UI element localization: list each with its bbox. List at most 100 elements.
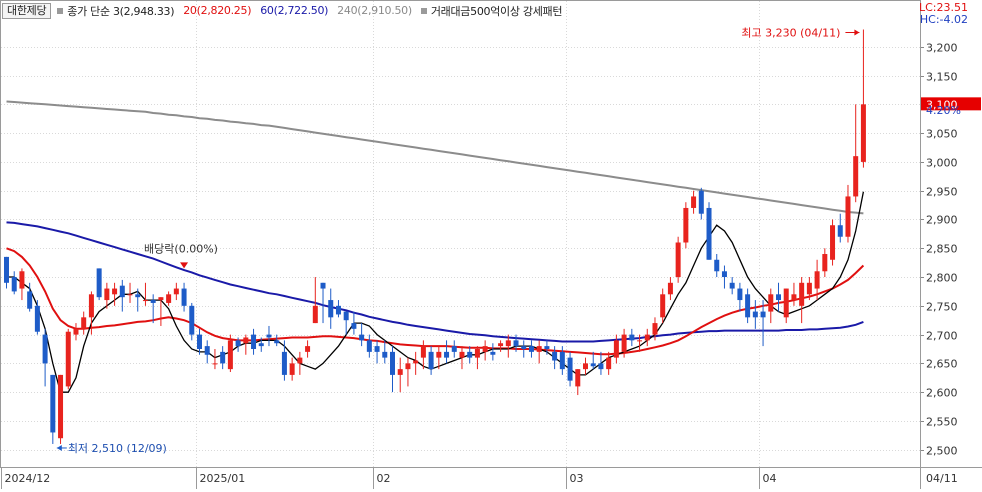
candle-body[interactable] (390, 351, 395, 375)
candle-body[interactable] (81, 317, 87, 329)
candle-body[interactable] (513, 340, 519, 347)
candle-body[interactable] (96, 268, 102, 298)
candle-body[interactable] (776, 294, 781, 301)
candle-body[interactable] (498, 343, 504, 347)
candle-body[interactable] (644, 334, 650, 341)
candle-body[interactable] (243, 337, 249, 344)
candle-body[interactable] (482, 346, 488, 352)
candle-body[interactable] (737, 288, 743, 301)
candle-body[interactable] (212, 363, 218, 365)
candle-body[interactable] (629, 334, 635, 341)
candle-body[interactable] (328, 300, 334, 318)
candle-body[interactable] (606, 357, 612, 370)
candle-body[interactable] (528, 346, 534, 352)
candle-body[interactable] (667, 282, 673, 295)
candle-body[interactable] (652, 323, 658, 335)
candle-body[interactable] (112, 288, 118, 295)
legend-ma20[interactable]: 20(2,820.25) (183, 4, 252, 17)
candle-body[interactable] (413, 360, 419, 364)
candle-body[interactable] (474, 348, 480, 358)
candle-body[interactable] (65, 331, 71, 387)
candle-body[interactable] (837, 225, 843, 237)
candle-body[interactable] (675, 242, 681, 278)
candle-body[interactable] (297, 357, 303, 364)
candle-body[interactable] (721, 271, 727, 278)
candle-body[interactable] (853, 156, 859, 197)
candle-body[interactable] (312, 305, 318, 324)
legend-pattern[interactable]: 거래대금500억이상 강세패턴 (430, 4, 563, 18)
candle-body[interactable] (58, 374, 64, 439)
candle-body[interactable] (166, 294, 172, 303)
candle-body[interactable] (637, 340, 643, 342)
candle-body[interactable] (119, 285, 125, 298)
candle-body[interactable] (158, 297, 164, 301)
candle-body[interactable] (104, 288, 110, 301)
candle-body[interactable] (19, 271, 25, 289)
candle-body[interactable] (405, 363, 411, 370)
candle-body[interactable] (444, 351, 450, 358)
candle-body[interactable] (204, 346, 210, 355)
candle-body[interactable] (714, 259, 720, 272)
candle-body[interactable] (189, 305, 195, 335)
candle-body[interactable] (590, 363, 596, 367)
candle-body[interactable] (374, 346, 380, 352)
candle-body[interactable] (791, 294, 797, 301)
candle-body[interactable] (359, 334, 365, 341)
candle-body[interactable] (575, 369, 581, 387)
candle-body[interactable] (729, 282, 735, 289)
candle-body[interactable] (768, 294, 774, 312)
candle-body[interactable] (428, 351, 434, 370)
candle-body[interactable] (27, 291, 33, 309)
candle-body[interactable] (150, 300, 156, 303)
candle-body[interactable] (660, 294, 666, 318)
candle-body[interactable] (860, 104, 866, 162)
candle-body[interactable] (366, 340, 372, 352)
candle-body[interactable] (343, 311, 349, 321)
candle-body[interactable] (683, 207, 689, 243)
candle-body[interactable] (691, 196, 697, 208)
candle-body[interactable] (382, 351, 388, 358)
candle-body[interactable] (320, 282, 326, 289)
candle-body[interactable] (544, 346, 550, 349)
candle-body[interactable] (258, 343, 264, 347)
candle-body[interactable] (799, 282, 805, 306)
candle-body[interactable] (397, 369, 403, 375)
legend-ma3[interactable]: 종가 단순 3(2,948.33) (67, 4, 175, 18)
candle-body[interactable] (4, 256, 9, 283)
candle-body[interactable] (266, 334, 272, 338)
candle-body[interactable] (274, 340, 280, 344)
candle-body[interactable] (621, 334, 627, 352)
candle-body[interactable] (73, 328, 79, 335)
candle-body[interactable] (490, 351, 496, 355)
candle-body[interactable] (559, 351, 565, 370)
candle-body[interactable] (745, 294, 751, 318)
candle-body[interactable] (142, 300, 148, 302)
candle-body[interactable] (289, 363, 295, 375)
stock-name[interactable]: 대한제당 (2, 2, 52, 19)
candle-body[interactable] (34, 305, 40, 332)
candle-body[interactable] (706, 207, 712, 260)
candle-body[interactable] (220, 351, 226, 364)
candle-body[interactable] (552, 351, 558, 361)
candle-body[interactable] (335, 305, 341, 315)
candle-body[interactable] (127, 294, 133, 296)
candle-body[interactable] (420, 346, 426, 358)
candle-body[interactable] (845, 196, 851, 237)
candle-body[interactable] (760, 311, 766, 318)
candle-body[interactable] (281, 351, 287, 375)
candle-body[interactable] (50, 374, 56, 433)
candle-body[interactable] (752, 311, 758, 318)
legend-ma240[interactable]: 240(2,910.50) (337, 4, 412, 17)
candle-body[interactable] (351, 323, 357, 329)
candle-body[interactable] (521, 346, 527, 349)
candle-body[interactable] (11, 277, 17, 292)
candle-body[interactable] (227, 340, 233, 370)
candle-body[interactable] (42, 334, 48, 364)
candle-body[interactable] (814, 271, 820, 289)
candle-body[interactable] (235, 340, 241, 347)
candle-body[interactable] (567, 357, 573, 381)
legend-ma60[interactable]: 60(2,722.50) (260, 4, 329, 17)
candle-body[interactable] (613, 340, 619, 358)
candle-body[interactable] (505, 340, 511, 347)
